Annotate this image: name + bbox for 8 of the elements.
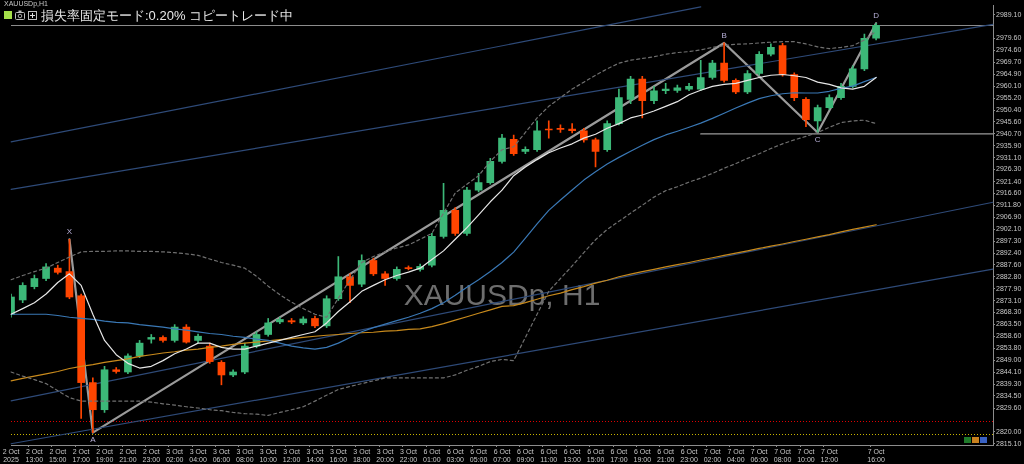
data-label: C <box>814 134 821 144</box>
line-series <box>10 30 877 318</box>
line-series <box>10 119 877 416</box>
data-label: D <box>873 11 880 21</box>
annotation: 損失率固定モード:0.20% コピートレード中 <box>41 7 294 23</box>
data-label: B <box>721 31 727 41</box>
data-label: A <box>90 434 97 444</box>
data-label: X <box>66 227 73 237</box>
